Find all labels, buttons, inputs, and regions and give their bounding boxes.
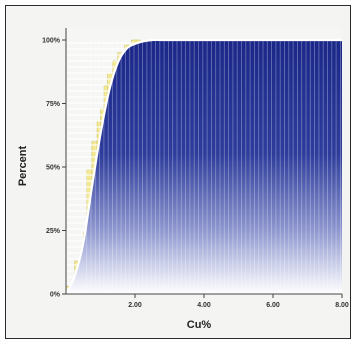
x-tick-label: 6.00 [266, 302, 280, 309]
cumulative-frequency-chart: 0% 25% 50% 75% 100% 2.00 4.00 6.00 8.00 Cu% Per… [17, 28, 349, 331]
y-axis-ticks: 0% 25% 50% 75% 100% [42, 38, 66, 299]
y-tick-label: 0% [50, 292, 61, 299]
y-tick-label: 50% [46, 165, 61, 172]
y-tick-label: 100% [42, 38, 61, 45]
chart-frame: 0% 25% 50% 75% 100% 2.00 4.00 6.00 8.00 Cu% Per… [5, 5, 351, 339]
cumulative-curve [66, 38, 342, 294]
x-tick-label: 8.00 [335, 302, 349, 309]
x-tick-label: 4.00 [197, 302, 211, 309]
x-axis-title: Cu% [187, 319, 212, 331]
x-axis-ticks: 2.00 4.00 6.00 8.00 [128, 294, 349, 309]
y-axis-title: Percent [17, 145, 29, 186]
area-stripes [86, 40, 341, 294]
x-tick-label: 2.00 [128, 302, 142, 309]
y-tick-label: 75% [46, 101, 61, 108]
y-tick-label: 25% [46, 228, 61, 235]
cumulative-area [66, 39, 342, 294]
